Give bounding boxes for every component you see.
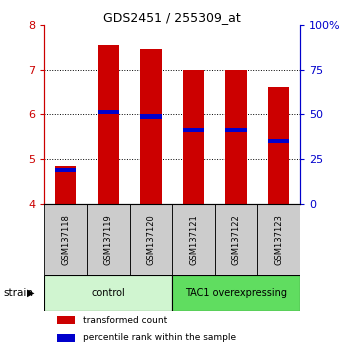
Text: percentile rank within the sample: percentile rank within the sample	[83, 333, 236, 342]
Bar	[140, 114, 162, 119]
Bar	[172, 204, 215, 275]
Text: transformed count: transformed count	[83, 315, 167, 325]
Bar	[268, 139, 290, 143]
Bar	[183, 69, 204, 204]
Bar	[87, 204, 130, 275]
Text: control: control	[91, 288, 125, 298]
Bar	[44, 275, 172, 311]
Bar	[98, 45, 119, 204]
Bar	[257, 204, 300, 275]
Bar	[225, 128, 247, 132]
Text: strain: strain	[3, 288, 33, 298]
Bar	[57, 334, 75, 342]
Bar	[44, 204, 87, 275]
Bar	[140, 50, 162, 204]
Bar	[57, 316, 75, 324]
Text: ▶: ▶	[27, 288, 35, 298]
Text: GSM137123: GSM137123	[274, 214, 283, 265]
Bar	[130, 204, 172, 275]
Text: GSM137120: GSM137120	[146, 214, 155, 265]
Bar	[225, 69, 247, 204]
Text: GSM137121: GSM137121	[189, 214, 198, 265]
Bar	[55, 166, 76, 204]
Text: GSM137118: GSM137118	[61, 214, 70, 265]
Bar	[183, 128, 204, 132]
Bar	[55, 168, 76, 172]
Bar	[215, 204, 257, 275]
Bar	[172, 275, 300, 311]
Bar	[98, 110, 119, 114]
Text: GSM137122: GSM137122	[232, 214, 241, 265]
Title: GDS2451 / 255309_at: GDS2451 / 255309_at	[103, 11, 241, 24]
Text: TAC1 overexpressing: TAC1 overexpressing	[185, 288, 287, 298]
Bar	[268, 87, 290, 204]
Text: GSM137119: GSM137119	[104, 214, 113, 265]
